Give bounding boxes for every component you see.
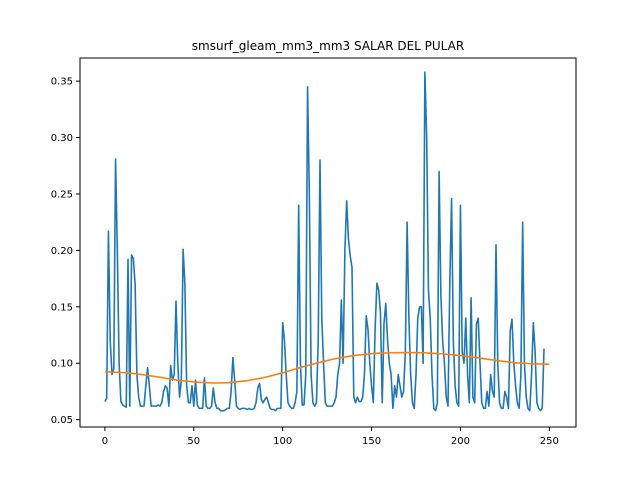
x-tick-label: 200 (451, 436, 470, 447)
x-tick-label: 100 (273, 436, 292, 447)
x-tick-label: 50 (187, 436, 200, 447)
y-tick-label: 0.25 (51, 189, 73, 200)
series-line-2 (104, 351, 550, 384)
y-tick-label: 0.20 (51, 246, 73, 257)
series-line-1 (104, 71, 545, 412)
y-tick-label: 0.15 (51, 302, 73, 313)
y-tick-label: 0.35 (51, 77, 73, 88)
y-tick-label: 0.30 (51, 133, 73, 144)
x-tick-label: 150 (362, 436, 381, 447)
plot-frame (79, 57, 577, 428)
y-tick-label: 0.05 (51, 415, 73, 426)
plot-area (104, 71, 550, 412)
y-axis: 0.05 0.10 0.15 0.20 0.25 0.30 0.35 (51, 77, 80, 426)
x-axis: 0 50 100 150 200 250 (102, 427, 559, 447)
x-tick-label: 250 (540, 436, 559, 447)
x-tick-label: 0 (102, 436, 108, 447)
y-tick-label: 0.10 (51, 359, 73, 370)
chart-title: smsurf_gleam_mm3_mm3 SALAR DEL PULAR (192, 39, 464, 53)
